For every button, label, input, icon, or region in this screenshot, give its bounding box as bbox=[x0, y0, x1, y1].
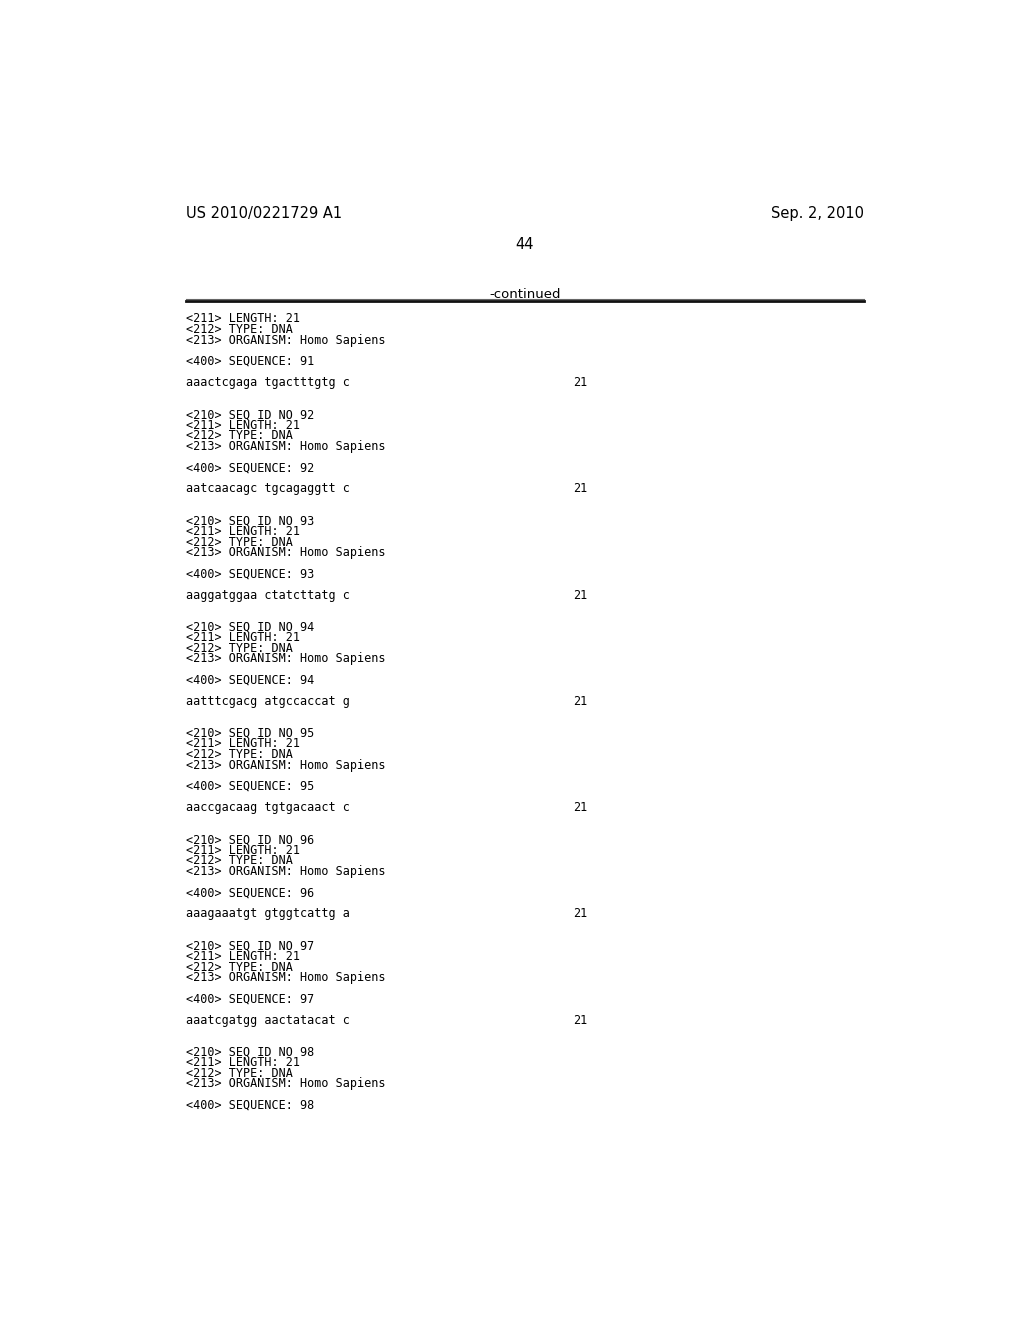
Text: Sep. 2, 2010: Sep. 2, 2010 bbox=[771, 206, 864, 222]
Text: <213> ORGANISM: Homo Sapiens: <213> ORGANISM: Homo Sapiens bbox=[186, 440, 386, 453]
Text: <400> SEQUENCE: 92: <400> SEQUENCE: 92 bbox=[186, 461, 314, 474]
Text: <400> SEQUENCE: 91: <400> SEQUENCE: 91 bbox=[186, 355, 314, 368]
Text: 21: 21 bbox=[573, 482, 588, 495]
Text: 21: 21 bbox=[573, 801, 588, 814]
Text: <210> SEQ ID NO 98: <210> SEQ ID NO 98 bbox=[186, 1045, 314, 1059]
Text: <400> SEQUENCE: 96: <400> SEQUENCE: 96 bbox=[186, 886, 314, 899]
Text: aaccgacaag tgtgacaact c: aaccgacaag tgtgacaact c bbox=[186, 801, 350, 814]
Text: 21: 21 bbox=[573, 376, 588, 389]
Text: 44: 44 bbox=[515, 238, 535, 252]
Text: -continued: -continued bbox=[489, 288, 560, 301]
Text: <211> LENGTH: 21: <211> LENGTH: 21 bbox=[186, 843, 300, 857]
Text: <213> ORGANISM: Homo Sapiens: <213> ORGANISM: Homo Sapiens bbox=[186, 652, 386, 665]
Text: <400> SEQUENCE: 93: <400> SEQUENCE: 93 bbox=[186, 568, 314, 581]
Text: <211> LENGTH: 21: <211> LENGTH: 21 bbox=[186, 525, 300, 539]
Text: <212> TYPE: DNA: <212> TYPE: DNA bbox=[186, 854, 293, 867]
Text: <210> SEQ ID NO 94: <210> SEQ ID NO 94 bbox=[186, 620, 314, 634]
Text: <211> LENGTH: 21: <211> LENGTH: 21 bbox=[186, 950, 300, 964]
Text: <400> SEQUENCE: 98: <400> SEQUENCE: 98 bbox=[186, 1098, 314, 1111]
Text: <213> ORGANISM: Homo Sapiens: <213> ORGANISM: Homo Sapiens bbox=[186, 759, 386, 772]
Text: <400> SEQUENCE: 94: <400> SEQUENCE: 94 bbox=[186, 673, 314, 686]
Text: <212> TYPE: DNA: <212> TYPE: DNA bbox=[186, 536, 293, 549]
Text: <213> ORGANISM: Homo Sapiens: <213> ORGANISM: Homo Sapiens bbox=[186, 1077, 386, 1090]
Text: <212> TYPE: DNA: <212> TYPE: DNA bbox=[186, 429, 293, 442]
Text: <400> SEQUENCE: 97: <400> SEQUENCE: 97 bbox=[186, 993, 314, 1006]
Text: <211> LENGTH: 21: <211> LENGTH: 21 bbox=[186, 313, 300, 326]
Text: <211> LENGTH: 21: <211> LENGTH: 21 bbox=[186, 418, 300, 432]
Text: <212> TYPE: DNA: <212> TYPE: DNA bbox=[186, 323, 293, 337]
Text: 21: 21 bbox=[573, 907, 588, 920]
Text: aaatcgatgg aactatacat c: aaatcgatgg aactatacat c bbox=[186, 1014, 350, 1027]
Text: <211> LENGTH: 21: <211> LENGTH: 21 bbox=[186, 631, 300, 644]
Text: <211> LENGTH: 21: <211> LENGTH: 21 bbox=[186, 738, 300, 751]
Text: <400> SEQUENCE: 95: <400> SEQUENCE: 95 bbox=[186, 780, 314, 793]
Text: <213> ORGANISM: Homo Sapiens: <213> ORGANISM: Homo Sapiens bbox=[186, 865, 386, 878]
Text: <212> TYPE: DNA: <212> TYPE: DNA bbox=[186, 642, 293, 655]
Text: <213> ORGANISM: Homo Sapiens: <213> ORGANISM: Homo Sapiens bbox=[186, 546, 386, 560]
Text: 21: 21 bbox=[573, 694, 588, 708]
Text: <212> TYPE: DNA: <212> TYPE: DNA bbox=[186, 961, 293, 974]
Text: <210> SEQ ID NO 96: <210> SEQ ID NO 96 bbox=[186, 833, 314, 846]
Text: <211> LENGTH: 21: <211> LENGTH: 21 bbox=[186, 1056, 300, 1069]
Text: aatttcgacg atgccaccat g: aatttcgacg atgccaccat g bbox=[186, 694, 350, 708]
Text: US 2010/0221729 A1: US 2010/0221729 A1 bbox=[186, 206, 342, 222]
Text: <210> SEQ ID NO 93: <210> SEQ ID NO 93 bbox=[186, 515, 314, 527]
Text: aaagaaatgt gtggtcattg a: aaagaaatgt gtggtcattg a bbox=[186, 907, 350, 920]
Text: <212> TYPE: DNA: <212> TYPE: DNA bbox=[186, 1067, 293, 1080]
Text: <213> ORGANISM: Homo Sapiens: <213> ORGANISM: Homo Sapiens bbox=[186, 972, 386, 985]
Text: <210> SEQ ID NO 92: <210> SEQ ID NO 92 bbox=[186, 408, 314, 421]
Text: aaactcgaga tgactttgtg c: aaactcgaga tgactttgtg c bbox=[186, 376, 350, 389]
Text: <212> TYPE: DNA: <212> TYPE: DNA bbox=[186, 748, 293, 762]
Text: 21: 21 bbox=[573, 1014, 588, 1027]
Text: <213> ORGANISM: Homo Sapiens: <213> ORGANISM: Homo Sapiens bbox=[186, 334, 386, 347]
Text: <210> SEQ ID NO 95: <210> SEQ ID NO 95 bbox=[186, 727, 314, 739]
Text: 21: 21 bbox=[573, 589, 588, 602]
Text: aatcaacagc tgcagaggtt c: aatcaacagc tgcagaggtt c bbox=[186, 482, 350, 495]
Text: aaggatggaa ctatcttatg c: aaggatggaa ctatcttatg c bbox=[186, 589, 350, 602]
Text: <210> SEQ ID NO 97: <210> SEQ ID NO 97 bbox=[186, 940, 314, 952]
